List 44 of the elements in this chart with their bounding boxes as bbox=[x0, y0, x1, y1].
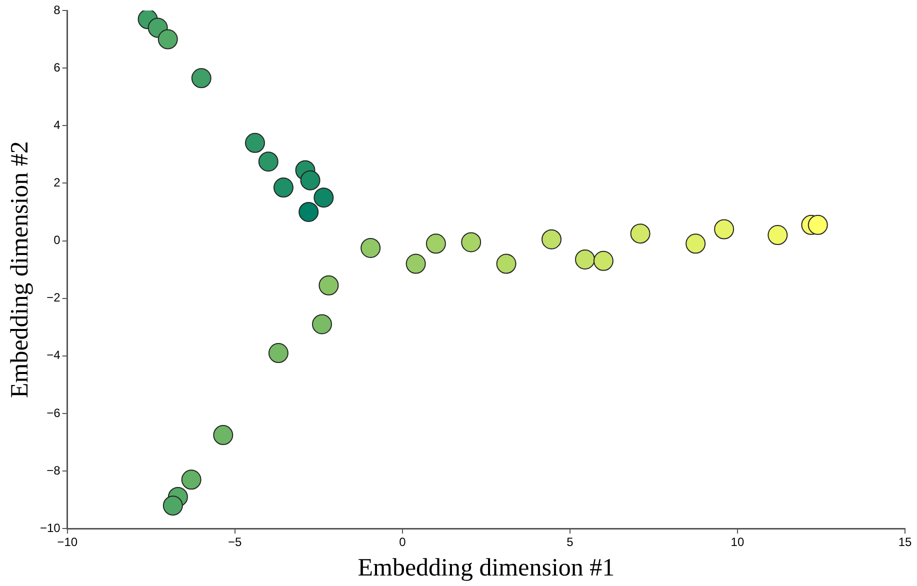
point bbox=[406, 254, 426, 274]
y-tick-label: −6 bbox=[46, 406, 61, 420]
point bbox=[714, 219, 734, 240]
point bbox=[300, 170, 320, 190]
point bbox=[312, 314, 332, 334]
point bbox=[686, 234, 706, 254]
point bbox=[360, 238, 381, 258]
point bbox=[191, 68, 212, 88]
x-tick-label: 10 bbox=[730, 535, 744, 550]
point bbox=[593, 250, 614, 271]
y-axis-title: Embedding dimension #2 bbox=[6, 141, 34, 398]
y-tick-label: 8 bbox=[54, 2, 61, 17]
point bbox=[542, 229, 562, 250]
point bbox=[162, 496, 183, 516]
x-axis-title: Embedding dimension #1 bbox=[358, 554, 615, 582]
y-tick-label: 6 bbox=[54, 60, 61, 74]
y-tick-label: 0 bbox=[54, 233, 61, 248]
x-tick-label: −5 bbox=[228, 535, 242, 550]
x-tick-label: 5 bbox=[566, 535, 574, 550]
y-tick-label: 4 bbox=[54, 118, 61, 132]
y-tick-label: −2 bbox=[46, 290, 61, 305]
point bbox=[158, 29, 178, 50]
point bbox=[426, 234, 446, 254]
point bbox=[273, 178, 294, 198]
y-tick-label: 2 bbox=[54, 176, 61, 190]
y-tick-label: −8 bbox=[46, 463, 61, 478]
point bbox=[496, 254, 516, 274]
point bbox=[314, 188, 334, 208]
y-tick-label: −4 bbox=[46, 348, 61, 362]
y-tick-label: −10 bbox=[40, 520, 61, 535]
x-tick-label: 0 bbox=[399, 535, 406, 550]
point bbox=[244, 132, 265, 153]
point bbox=[461, 232, 482, 252]
point bbox=[318, 275, 339, 296]
point bbox=[258, 152, 278, 172]
x-tick-label: 15 bbox=[898, 535, 912, 550]
point bbox=[213, 425, 234, 446]
point bbox=[298, 202, 319, 222]
point bbox=[768, 225, 788, 246]
point bbox=[268, 343, 288, 364]
point bbox=[630, 224, 650, 244]
point bbox=[808, 214, 828, 235]
point bbox=[181, 470, 202, 490]
point bbox=[575, 249, 596, 270]
